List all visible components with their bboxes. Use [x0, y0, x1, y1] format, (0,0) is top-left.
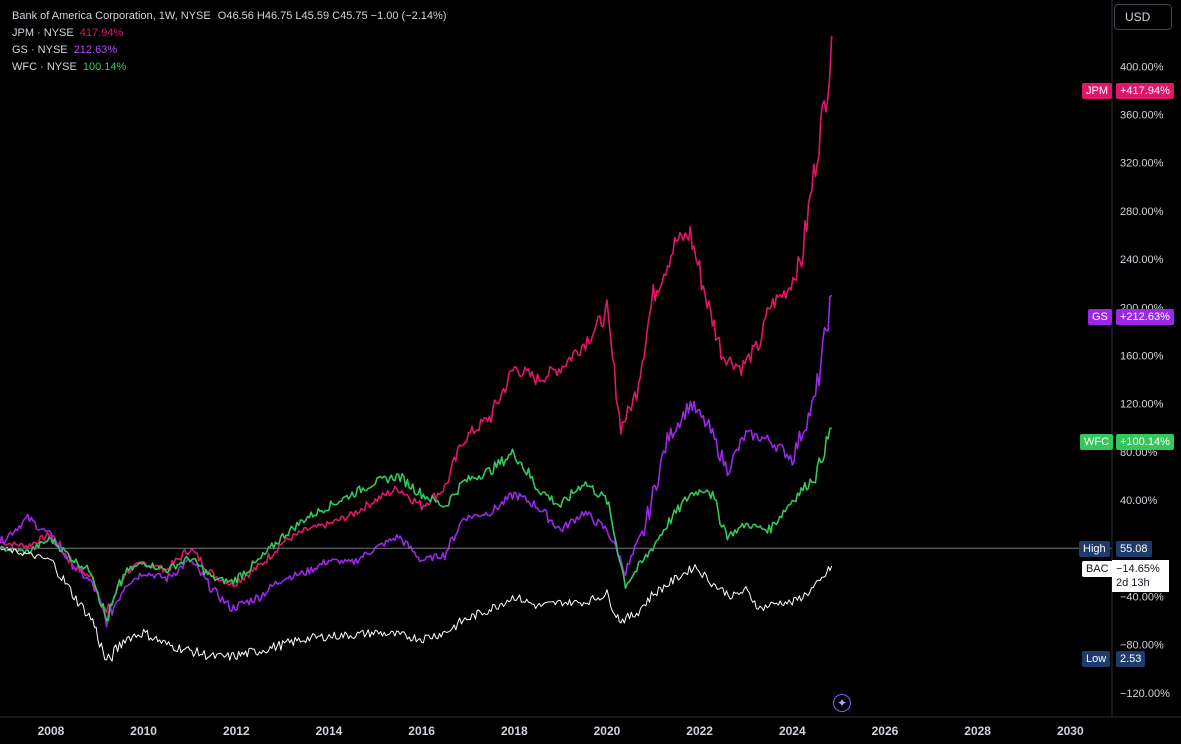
y-tick-label: −120.00%	[1120, 688, 1170, 700]
y-tick-label: 120.00%	[1120, 399, 1164, 411]
compare-label: GS · NYSE	[12, 44, 68, 56]
wfc-value-tag: +100.14%	[1116, 434, 1174, 450]
series-layer	[0, 36, 833, 662]
x-tick-label: 2026	[872, 724, 899, 738]
compare-label: JPM · NYSE	[12, 27, 74, 39]
series-line-jpm[interactable]	[0, 36, 833, 614]
compare-value: 417.94%	[79, 27, 124, 39]
y-tick-label: 400.00%	[1120, 61, 1164, 73]
low-label-tag: Low	[1082, 651, 1111, 667]
y-tick-label: −80.00%	[1120, 640, 1164, 652]
bac-change-value: −14.65%	[1116, 563, 1160, 575]
time-axis[interactable]: 2008 2010 2012 2014 2016 2018 2020 2022 2024 2026…	[38, 724, 1084, 738]
x-tick-label: 2024	[779, 724, 806, 738]
main-symbol-label: Bank of America Corporation, 1W, NYSE	[12, 10, 211, 22]
x-tick-label: 2010	[130, 724, 157, 738]
x-tick-label: 2028	[964, 724, 991, 738]
bac-symbol-tag: BAC	[1082, 561, 1113, 577]
series-line-wfc[interactable]	[0, 427, 833, 622]
series-line-bac[interactable]	[0, 546, 833, 662]
x-tick-label: 2008	[38, 724, 65, 738]
x-tick-label: 2012	[223, 724, 250, 738]
x-tick-label: 2020	[594, 724, 621, 738]
y-tick-label: 160.00%	[1120, 350, 1164, 362]
bac-value-tag: −14.65% 2d 13h	[1112, 560, 1169, 592]
high-value-tag: 55.08	[1116, 541, 1152, 557]
chart-legend: Bank of America Corporation, 1W, NYSE O4…	[12, 8, 447, 76]
x-tick-label: 2018	[501, 724, 528, 738]
y-tick-label: 240.00%	[1120, 254, 1164, 266]
wfc-symbol-tag: WFC	[1080, 434, 1114, 450]
compare-label: WFC · NYSE	[12, 61, 77, 73]
y-tick-label: 320.00%	[1120, 158, 1164, 170]
bar-countdown: 2d 13h	[1116, 577, 1150, 589]
jpm-symbol-tag: JPM	[1082, 83, 1112, 99]
jpm-value-tag: +417.94%	[1116, 83, 1174, 99]
ohlc-values: O46.56 H46.75 L45.59 C45.75 −1.00 (−2.14…	[217, 10, 447, 22]
series-line-gs[interactable]	[0, 294, 833, 628]
y-tick-label: 280.00%	[1120, 206, 1164, 218]
compare-value: 100.14%	[82, 61, 127, 73]
x-tick-label: 2030	[1057, 724, 1084, 738]
low-value-tag: 2.53	[1116, 651, 1146, 667]
compass-icon[interactable]: ✦	[833, 694, 851, 712]
y-tick-label: −40.00%	[1120, 591, 1164, 603]
main-series-legend[interactable]: Bank of America Corporation, 1W, NYSE O4…	[12, 8, 447, 25]
compare-legend-jpm[interactable]: JPM · NYSE 417.94%	[12, 25, 447, 42]
currency-button[interactable]: USD	[1114, 4, 1172, 30]
compare-legend-wfc[interactable]: WFC · NYSE 100.14%	[12, 59, 447, 76]
y-tick-label: 40.00%	[1120, 495, 1158, 507]
x-tick-label: 2014	[316, 724, 343, 738]
gs-value-tag: +212.63%	[1116, 309, 1174, 325]
y-tick-label: 360.00%	[1120, 109, 1164, 121]
x-tick-label: 2022	[686, 724, 713, 738]
compare-legend-gs[interactable]: GS · NYSE 212.63%	[12, 42, 447, 59]
compare-value: 212.63%	[73, 44, 118, 56]
price-axis[interactable]: 440.00%400.00%360.00%320.00%280.00%240.0…	[1120, 13, 1170, 700]
gs-symbol-tag: GS	[1088, 309, 1112, 325]
x-tick-label: 2016	[408, 724, 435, 738]
high-label-tag: High	[1079, 541, 1110, 557]
